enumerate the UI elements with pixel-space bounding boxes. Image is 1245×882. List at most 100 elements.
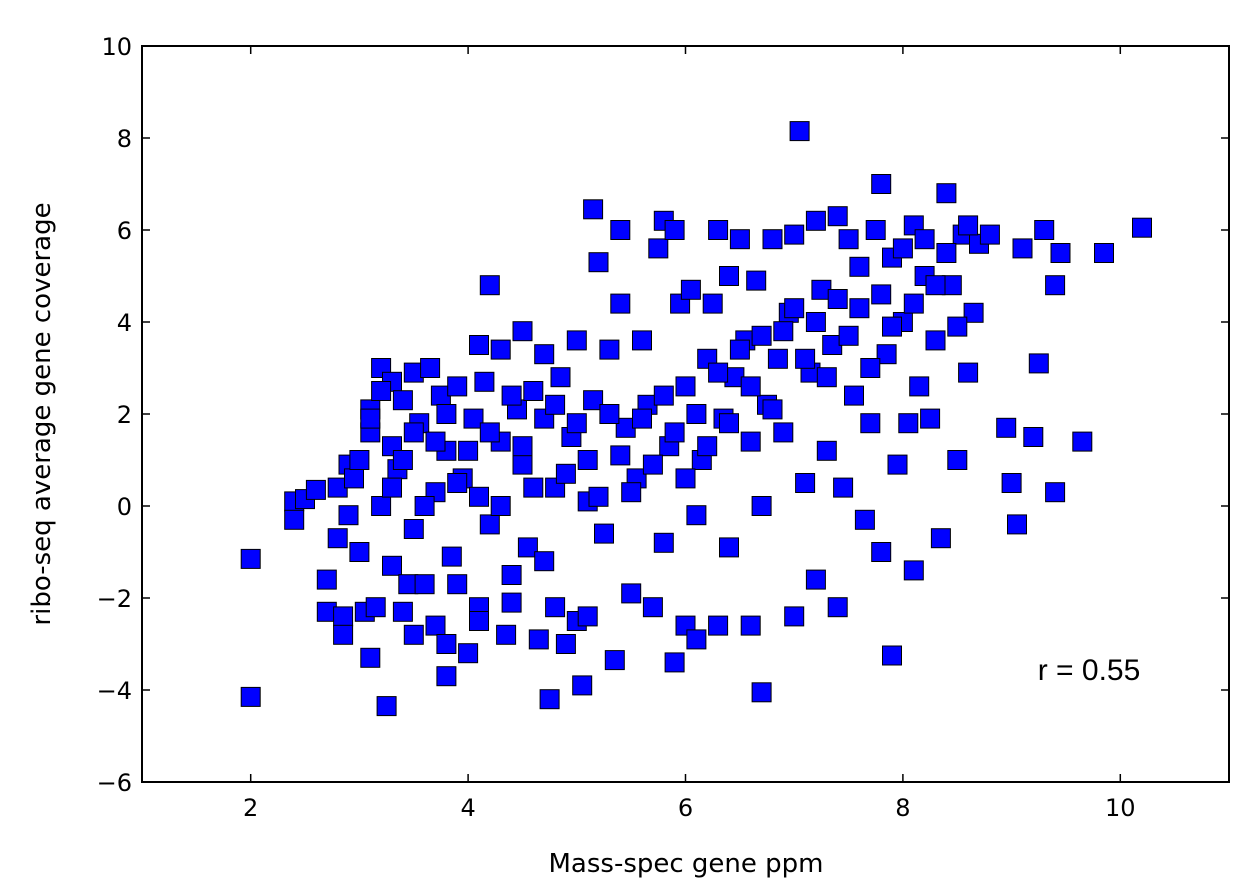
data-point [795,473,816,493]
data-point [773,321,794,342]
y-tick-label: 6 [117,217,132,245]
data-point [746,270,767,291]
data-point [534,551,555,572]
data-point [838,229,859,250]
data-point [447,574,468,595]
data-point [632,330,652,351]
data-point [349,542,370,562]
data-point [865,220,886,240]
y-tick-label: 8 [117,125,132,153]
data-point [1050,243,1071,263]
data-point [1072,431,1093,452]
data-point [729,229,750,250]
data-point [501,385,522,406]
data-point [838,325,859,346]
data-point [849,256,870,277]
data-point [566,413,587,434]
data-point [447,376,468,397]
data-point [882,316,902,337]
y-axis-label: ribo-seq average gene coverage [27,202,57,625]
data-point [338,505,359,526]
data-point [702,293,723,314]
data-point [719,413,739,434]
y-tick-label: −6 [97,769,132,797]
data-point [1034,220,1055,240]
data-point [382,477,402,498]
data-point [697,436,718,457]
data-point [816,440,837,461]
data-point [550,367,571,388]
data-point [1094,243,1114,263]
data-point [344,468,364,489]
data-point [1012,238,1033,259]
data-point [719,266,739,286]
data-point [860,413,881,434]
data-point [805,312,826,332]
data-points [240,121,1152,717]
data-point [333,606,354,627]
data-point [675,468,696,489]
data-point [805,210,826,231]
data-point [528,629,549,650]
data-point [588,486,609,507]
data-point [436,666,457,687]
y-tick-label: 0 [117,493,132,521]
data-point [784,298,805,319]
data-point [816,367,837,388]
data-point [588,252,609,273]
data-point [371,496,392,516]
data-point [425,431,446,452]
data-point [740,376,761,397]
data-point [545,394,566,415]
data-point [892,238,913,259]
data-point [425,615,446,636]
data-point [599,339,620,360]
data-point [664,422,685,443]
data-point [751,496,772,516]
y-tick-label: 4 [117,309,132,337]
data-point [583,390,604,411]
data-point [887,454,908,475]
data-point [686,629,707,650]
data-point [1001,473,1022,493]
data-point [827,597,848,618]
data-point [1023,427,1044,447]
data-point [403,422,424,443]
data-point [463,408,484,429]
y-tick-label: −4 [97,677,132,705]
data-point [854,509,875,530]
data-point [920,408,941,429]
data-point [414,496,435,516]
data-point [572,675,593,696]
data-point [403,624,424,645]
data-point [1007,514,1027,535]
y-tick-label: 2 [117,401,132,429]
data-point [708,615,729,636]
data-point [469,335,489,355]
data-point [909,376,930,397]
data-point [512,321,533,342]
data-point [882,645,902,666]
data-point [566,330,587,351]
data-point [621,583,642,604]
data-point [925,330,946,351]
data-point [490,496,511,516]
data-point [360,408,381,429]
data-point [376,696,397,717]
data-point [501,592,522,613]
data-point [789,121,810,142]
data-point [360,647,381,668]
data-point [392,450,413,470]
data-point [871,174,892,194]
data-point [686,505,707,526]
data-point [979,224,1000,245]
data-point [898,413,919,434]
data-point [903,293,924,314]
data-point [577,450,598,470]
data-point [469,611,489,631]
data-point [936,243,957,263]
data-point [740,615,761,636]
data-point [653,385,674,406]
data-point [767,348,788,369]
data-point [599,404,620,424]
